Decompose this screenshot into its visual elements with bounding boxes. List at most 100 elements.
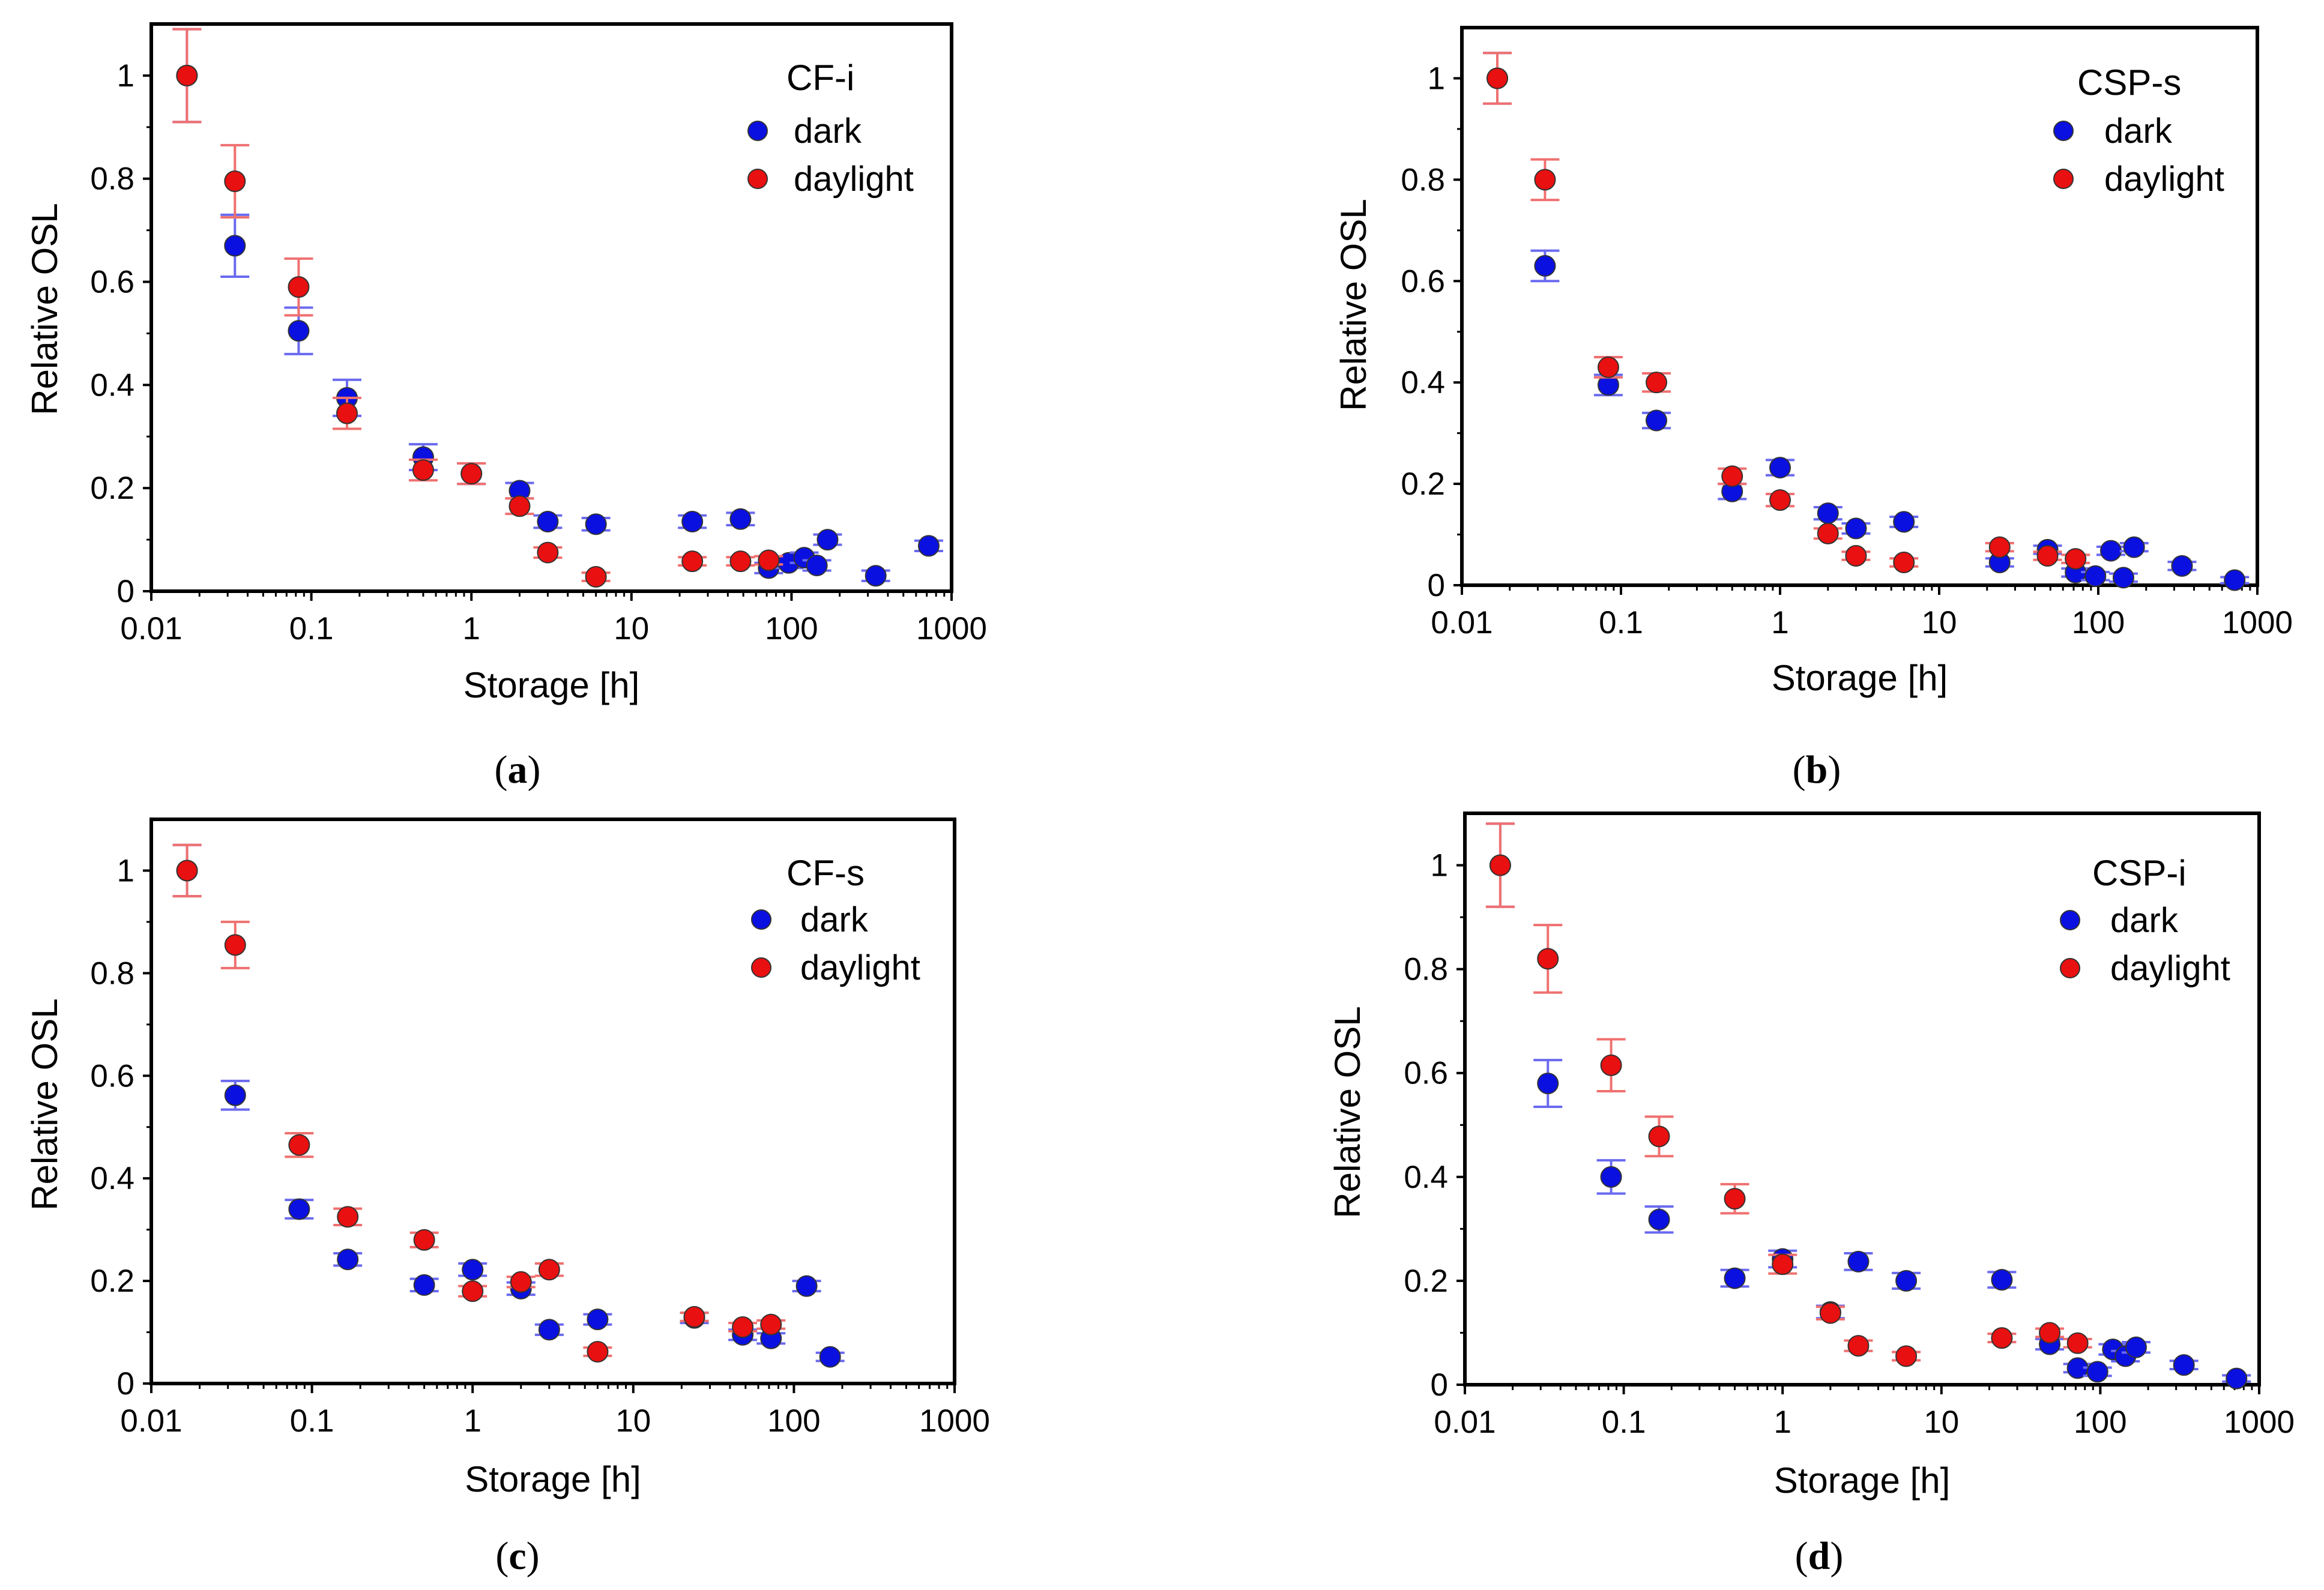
marker-daylight — [1893, 551, 1915, 573]
data-point-daylight — [1720, 1182, 1749, 1215]
data-point-dark — [2220, 569, 2250, 591]
x-tick-label: 10 — [614, 611, 649, 646]
data-point-daylight — [506, 1271, 536, 1293]
marker-daylight — [758, 549, 780, 571]
data-point-dark — [1644, 1205, 1674, 1234]
marker-dark — [587, 1308, 609, 1331]
data-point-dark — [581, 513, 611, 535]
y-tick-label: 0.4 — [1404, 1160, 1448, 1195]
marker-daylight — [2065, 548, 2087, 570]
data-point-daylight — [581, 565, 611, 588]
data-point-daylight — [726, 550, 755, 573]
data-point-daylight — [1841, 545, 1871, 567]
marker-daylight — [1646, 372, 1668, 394]
data-point-dark — [2169, 1354, 2199, 1376]
x-tick-label: 1000 — [919, 1403, 990, 1439]
data-point-dark — [333, 1248, 363, 1271]
x-tick-label: 10 — [1924, 1405, 1959, 1440]
data-point-dark — [861, 565, 890, 587]
marker-daylight — [337, 1206, 359, 1228]
data-point-daylight — [505, 495, 534, 517]
data-point-dark — [914, 535, 943, 557]
data-point-daylight — [533, 541, 563, 564]
y-tick-label: 0.4 — [1401, 365, 1445, 400]
data-point-daylight — [1889, 551, 1919, 573]
data-point-dark — [285, 1198, 314, 1220]
marker-daylight — [1537, 948, 1559, 970]
data-point-dark — [815, 1346, 845, 1368]
data-point-daylight — [1987, 1327, 2017, 1349]
y-tick-label: 0.2 — [1404, 1263, 1448, 1299]
marker-dark — [2086, 1361, 2108, 1383]
data-point-dark — [1987, 1269, 2017, 1291]
plot-frame — [149, 22, 953, 593]
marker-daylight — [1817, 522, 1839, 544]
marker-daylight — [538, 1259, 560, 1281]
legend-label-dark-b: dark — [2104, 112, 2173, 151]
data-point-daylight — [583, 1341, 612, 1363]
y-tick-label: 0.6 — [1401, 263, 1445, 299]
data-point-daylight — [172, 843, 202, 898]
legend-title-a: CF-i — [786, 58, 854, 98]
data-point-dark — [1844, 1250, 1873, 1272]
marker-daylight — [1724, 1188, 1746, 1210]
data-point-daylight — [333, 1206, 363, 1228]
marker-dark — [538, 1319, 560, 1341]
data-point-dark — [533, 511, 563, 533]
marker-dark — [1724, 1267, 1746, 1289]
legend-title-b: CSP-s — [2077, 62, 2181, 103]
x-tick-label: 1000 — [2224, 1405, 2295, 1440]
data-point-daylight — [1718, 465, 1747, 487]
marker-daylight — [1845, 545, 1867, 567]
legend-marker-daylight-c — [751, 957, 771, 978]
data-point-daylight — [534, 1259, 564, 1281]
marker-daylight — [1489, 854, 1511, 876]
legend-marker-dark-a — [747, 121, 768, 141]
marker-daylight — [2036, 545, 2059, 567]
legend-marker-dark-c — [751, 909, 771, 930]
x-tick-label: 100 — [2072, 605, 2125, 640]
data-point-dark — [678, 511, 707, 533]
data-point-daylight — [680, 1305, 709, 1328]
x-tick-label: 1 — [462, 611, 480, 646]
x-tick-label: 1000 — [2222, 605, 2293, 640]
marker-dark — [2123, 536, 2145, 558]
data-point-dark — [2081, 565, 2110, 587]
plot-frame — [1460, 26, 2259, 587]
marker-daylight — [224, 934, 246, 956]
x-tick-label: 0.1 — [1599, 605, 1643, 640]
y-tick-label: 1 — [117, 853, 134, 888]
marker-dark — [224, 235, 246, 257]
marker-dark — [1537, 1073, 1559, 1095]
data-point-daylight — [1892, 1345, 1921, 1367]
marker-dark — [816, 529, 839, 551]
caption-a: (a) — [494, 748, 541, 792]
data-point-dark — [2167, 555, 2197, 577]
x-tick-label: 1 — [1773, 1405, 1791, 1440]
marker-daylight — [1819, 1302, 1841, 1324]
marker-dark — [288, 1198, 310, 1220]
data-point-dark — [726, 508, 755, 530]
marker-dark — [1845, 517, 1867, 540]
marker-dark — [585, 513, 607, 535]
marker-dark — [2125, 1336, 2147, 1358]
marker-dark — [1893, 511, 1915, 533]
chart-panel-d: 0 0.2 0.4 0.6 0.8 1 0.01 0.1 1 10 100 1000 Relativ… — [1327, 812, 2295, 1501]
x-tick-label: 1000 — [916, 611, 987, 646]
marker-dark — [2171, 555, 2193, 577]
marker-dark — [224, 1084, 246, 1106]
data-point-dark — [409, 1274, 439, 1296]
marker-daylight — [681, 550, 704, 573]
marker-dark — [917, 535, 940, 557]
marker-dark — [2226, 1367, 2248, 1390]
y-tick-label: 1 — [1431, 848, 1448, 884]
marker-daylight — [462, 1280, 484, 1302]
legend-marker-daylight-b — [2053, 169, 2074, 189]
marker-dark — [1534, 254, 1556, 277]
marker-daylight — [1597, 356, 1619, 378]
legend-label-daylight-c: daylight — [800, 948, 920, 987]
y-tick-label: 0.2 — [90, 471, 134, 506]
x-tick-label: 100 — [767, 1403, 820, 1439]
y-tick-label: 0.2 — [1401, 466, 1445, 502]
data-point-dark — [2096, 540, 2125, 562]
